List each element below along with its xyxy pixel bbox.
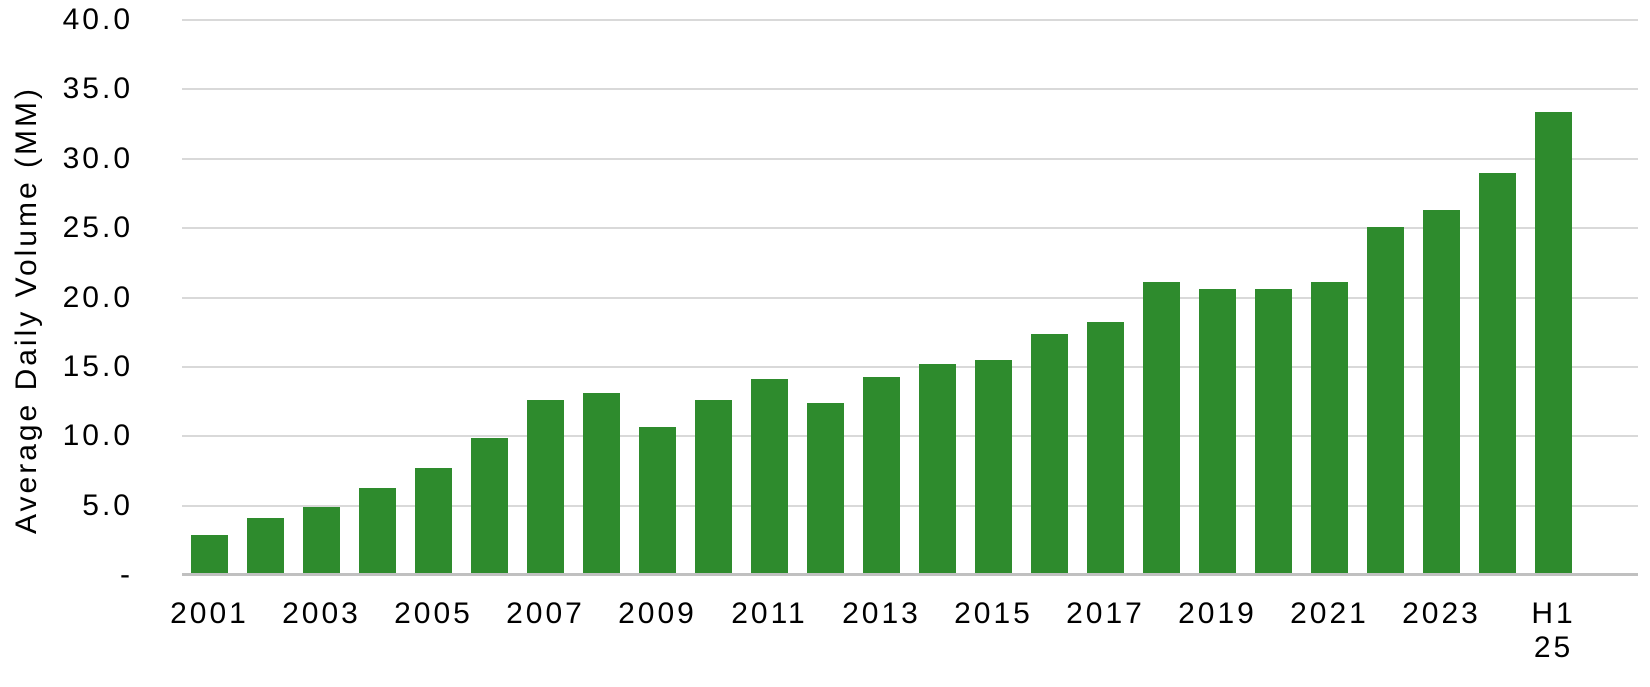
x-tick-label-2001: 2001 — [170, 597, 249, 630]
y-tick-label-35.0: 35.0 — [62, 72, 133, 106]
x-tick-label-2013: 2013 — [842, 597, 921, 630]
gridline-25 — [181, 227, 1638, 230]
bar-2003 — [303, 507, 340, 575]
gridline-10 — [181, 435, 1638, 438]
y-tick-label--: - — [120, 558, 133, 591]
gridline-35 — [181, 88, 1638, 91]
bar-2002 — [247, 518, 284, 575]
gridline-15 — [181, 365, 1638, 368]
bar-2005 — [415, 468, 452, 575]
bar-h1-25 — [1535, 111, 1572, 575]
x-tick-label-2015: 2015 — [954, 597, 1033, 630]
bar-2016 — [1031, 333, 1068, 575]
gridline-20 — [181, 296, 1638, 299]
bar-2023 — [1423, 210, 1460, 575]
bar-2020 — [1255, 289, 1292, 575]
x-tick-label-2003: 2003 — [282, 597, 361, 630]
bar-2021 — [1311, 282, 1348, 575]
bar-2019 — [1199, 289, 1236, 575]
x-tick-label-h1-25: H1 25 — [1531, 597, 1576, 664]
y-tick-label-30.0: 30.0 — [62, 141, 133, 175]
bar-2012 — [807, 402, 844, 575]
y-tick-label-10.0: 10.0 — [62, 419, 133, 453]
bar-2024 — [1479, 172, 1516, 575]
x-tick-label-2005: 2005 — [394, 597, 473, 630]
x-tick-label-2019: 2019 — [1178, 597, 1257, 630]
bar-2015 — [975, 359, 1012, 575]
bar-2013 — [863, 376, 900, 575]
bar-2007 — [527, 400, 564, 575]
bar-2022 — [1367, 226, 1404, 575]
bar-2011 — [751, 379, 788, 575]
x-tick-label-2007: 2007 — [506, 597, 585, 630]
x-tick-label-2011: 2011 — [731, 597, 808, 630]
gridline-40 — [181, 19, 1638, 21]
bar-2006 — [471, 437, 508, 575]
y-tick-label-20.0: 20.0 — [62, 280, 133, 314]
gridline-5 — [181, 504, 1638, 507]
gridline-30 — [181, 157, 1638, 160]
bar-2004 — [359, 487, 396, 575]
bar-2009 — [639, 426, 676, 575]
x-tick-label-2009: 2009 — [618, 597, 697, 630]
x-axis-line — [181, 573, 1638, 576]
y-tick-label-15.0: 15.0 — [62, 349, 133, 383]
bar-2001 — [191, 534, 228, 575]
bar-2017 — [1087, 322, 1124, 575]
y-tick-label-5.0: 5.0 — [82, 488, 133, 522]
x-tick-label-2017: 2017 — [1066, 597, 1145, 630]
bar-2018 — [1143, 282, 1180, 575]
y-tick-label-25.0: 25.0 — [62, 211, 133, 245]
x-tick-label-2023: 2023 — [1402, 597, 1481, 630]
y-tick-label-40.0: 40.0 — [62, 3, 133, 36]
x-tick-label-2021: 2021 — [1290, 597, 1369, 630]
bar-2008 — [583, 393, 620, 575]
bar-2014 — [919, 364, 956, 575]
bar-2010 — [695, 400, 732, 575]
